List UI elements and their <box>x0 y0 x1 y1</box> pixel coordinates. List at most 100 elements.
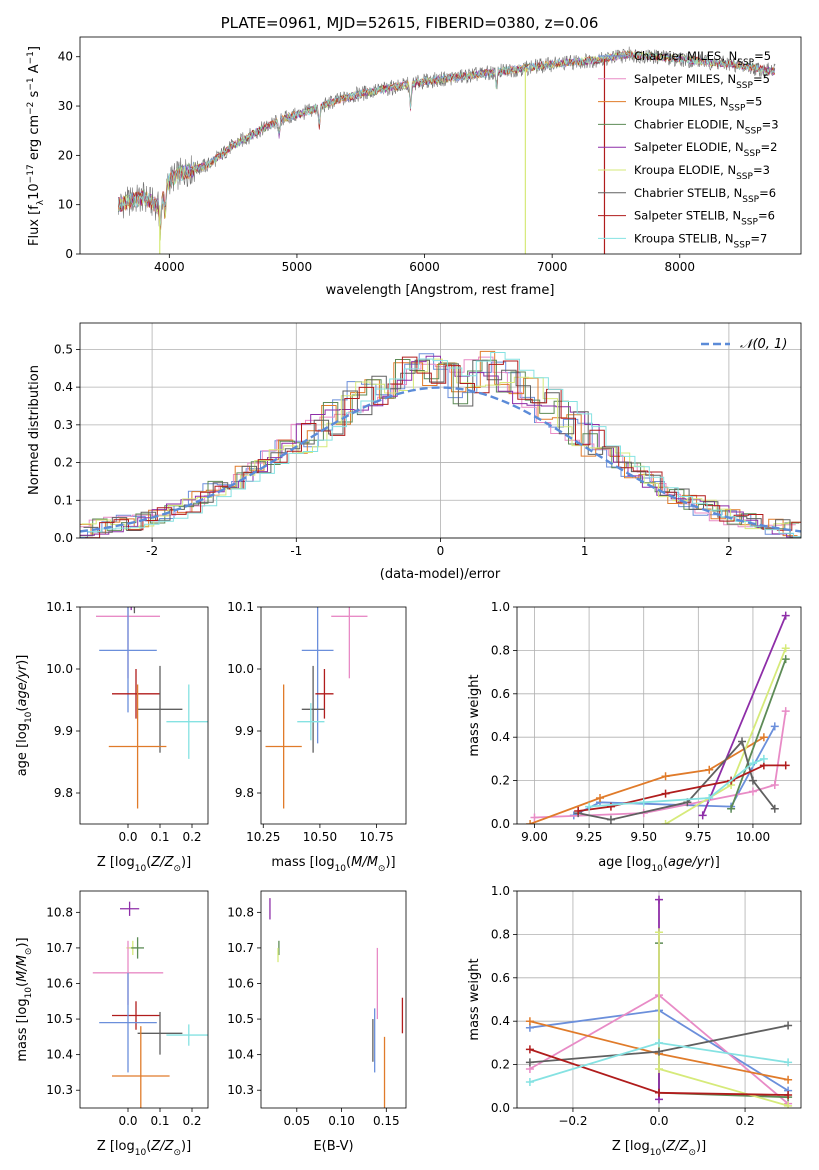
series-line <box>701 615 787 816</box>
axis-label-part: ⊙ <box>378 864 386 874</box>
plus-marker <box>727 804 736 813</box>
plus-marker <box>781 707 790 716</box>
axis-label-part: =6 <box>759 186 776 200</box>
x-tick-label: 0.1 <box>150 830 169 844</box>
y-tick-label: 10.7 <box>227 941 254 955</box>
series <box>698 611 790 820</box>
axes-frame <box>260 606 407 825</box>
axes-residuals: -2 -1 0 1 2 0.0 0.1 0.2 0.3 0.4 0.5 <box>54 322 802 558</box>
y-axis-label: mass weight <box>467 674 482 756</box>
axes-frame <box>79 36 802 255</box>
axis-label-part: s <box>27 90 42 101</box>
x-axis-label: (data-model)/error <box>380 567 501 582</box>
y-tick-label: 10.5 <box>227 1012 254 1026</box>
plus-marker <box>784 1021 793 1030</box>
series-line <box>578 739 776 821</box>
plus-marker <box>655 1038 663 1047</box>
axis-label-part: ( <box>663 855 668 870</box>
y-tick-label: 10 <box>58 198 73 212</box>
x-tick-label: 8000 <box>664 260 695 274</box>
x-tick-label: 9.75 <box>685 830 712 844</box>
y-tick-label: 10.8 <box>46 905 73 919</box>
axis-label-part: ⊙ <box>173 1148 181 1158</box>
axis-label-part: Chabrier STELIB, N <box>634 186 742 200</box>
x-tick-label: 10.00 <box>736 830 770 844</box>
axis-label-part: M/M <box>15 955 30 982</box>
series <box>655 928 793 1108</box>
histogram-step <box>85 356 801 538</box>
plus-marker <box>770 780 779 789</box>
data-point <box>166 1024 208 1046</box>
plus-marker <box>784 1058 793 1067</box>
data-point <box>361 588 370 607</box>
plus-marker <box>661 789 670 798</box>
axis-label-part: Z [log <box>97 855 135 870</box>
axis-label-part: 10 <box>24 711 34 723</box>
data-point <box>301 607 334 744</box>
y-tick-label: 0.6 <box>491 971 510 985</box>
axis-label-part: ( <box>146 1139 151 1154</box>
x-tick-label: 0.2 <box>182 830 201 844</box>
axis-label-part: Z/Z <box>665 1139 689 1154</box>
axis-label-part: Salpeter ELODIE, N <box>634 140 744 154</box>
plus-marker <box>748 776 757 785</box>
axis-label-part: age [log <box>598 855 651 870</box>
plus-marker <box>748 787 757 796</box>
axes-frame <box>79 890 209 1109</box>
plus-marker <box>596 793 605 802</box>
axis-label-part: Chabrier MILES, N <box>634 49 737 63</box>
plus-marker <box>738 737 747 746</box>
axis-label-part: age/yr <box>668 855 711 870</box>
axis-label-part: =7 <box>750 231 767 245</box>
axes-age-vs-mass: 10.25 10.50 10.75 9.8 9.9 10.0 10.1 <box>227 588 407 844</box>
x-tick-label: −0.2 <box>558 1114 587 1128</box>
legend-label: Salpeter STELIB, NSSP=6 <box>634 209 775 228</box>
axis-label-part: =5 <box>754 49 771 63</box>
axis-label-part: mass weight <box>467 674 482 756</box>
normal-curve <box>80 386 801 533</box>
x-tick-label: 1 <box>581 544 589 558</box>
x-axis-label: E(B-V) <box>313 1139 353 1154</box>
axis-label-part: PLATE=0961, MJD=52615, FIBERID=0380, z=0… <box>221 14 599 32</box>
x-axis-label: Z [log10(Z/Z⊙)] <box>97 855 191 874</box>
plot-area <box>118 46 776 254</box>
axis-label-part: age [log <box>15 723 30 776</box>
axis-label-part: )] <box>15 655 30 665</box>
plus-marker <box>606 815 615 824</box>
data-point <box>331 607 368 679</box>
axis-label-part: ] <box>27 46 42 51</box>
x-axis-label: wavelength [Angstrom, rest frame] <box>326 283 555 298</box>
y-tick-label: 10.4 <box>227 1048 254 1062</box>
legend-label: Kroupa MILES, NSSP=5 <box>634 95 762 114</box>
plus-marker <box>784 1075 793 1084</box>
axis-label-part: )] <box>181 855 191 870</box>
x-tick-label: 0 <box>437 544 445 558</box>
axis-label-part: =5 <box>745 95 762 109</box>
plus-marker <box>655 1064 663 1073</box>
plus-marker <box>526 820 535 824</box>
plus-marker <box>770 804 779 813</box>
x-tick-label: 10.50 <box>303 830 337 844</box>
plot-area <box>80 350 801 538</box>
data-point <box>130 588 143 607</box>
x-tick-label: 2 <box>725 544 733 558</box>
axis-label-part: SSP <box>736 172 753 182</box>
plot-area <box>96 588 208 809</box>
x-axis-label: Z [log10(Z/Z⊙)] <box>612 1139 706 1158</box>
x-tick-label: 10.25 <box>246 830 280 844</box>
plus-marker <box>639 798 648 807</box>
axis-label-part: =2 <box>761 140 778 154</box>
series <box>525 1021 793 1067</box>
axis-label-part: )] <box>15 937 30 947</box>
axes-spectrum: 4000 5000 6000 7000 8000 0 10 20 30 40 <box>58 36 802 274</box>
plus-marker <box>770 722 779 731</box>
plot-area <box>92 901 208 1108</box>
axis-label-part: SSP <box>736 81 753 91</box>
y-tick-label: 0 <box>65 247 73 261</box>
y-tick-label: 0.2 <box>491 1058 510 1072</box>
axis-label-part: ( <box>146 855 151 870</box>
axis-label-part: SSP <box>741 218 758 228</box>
y-tick-label: 0.0 <box>491 1101 510 1115</box>
axis-label-part: Chabrier ELODIE, N <box>634 117 745 131</box>
